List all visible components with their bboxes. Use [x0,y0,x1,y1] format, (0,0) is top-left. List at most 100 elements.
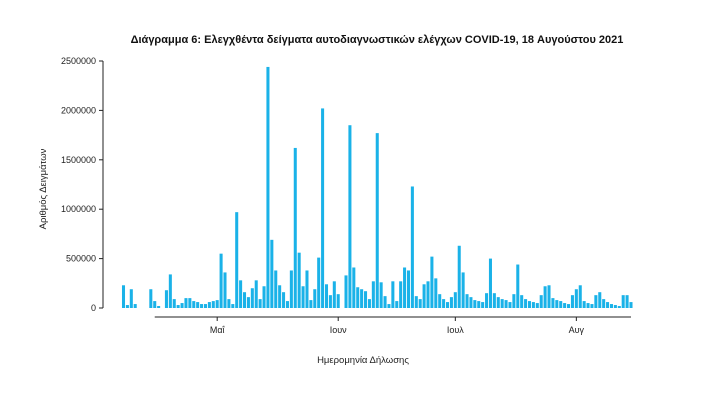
bar [418,299,422,308]
bar [531,302,535,308]
bar [602,299,606,308]
bar [598,292,602,308]
bar [317,257,321,308]
bar [406,270,410,308]
bar [324,284,329,308]
bar [613,305,617,308]
bar [516,264,520,308]
bar [348,125,352,308]
bar [266,66,270,309]
y-axis-title: Αριθμός Δειγμάτων [38,148,49,229]
bar [594,295,598,308]
bar [371,281,375,308]
bar [129,289,133,308]
bar [485,293,489,308]
bar [438,294,442,308]
bar [243,292,247,308]
bar [227,299,231,308]
bar [492,293,496,308]
bar [524,299,528,308]
bar [309,300,313,308]
y-tick-label: 2000000 [61,105,96,115]
bar [453,292,457,308]
bar [293,147,297,308]
bar [164,290,168,308]
bar [184,298,188,308]
bar [446,302,450,308]
bar [383,296,387,308]
bar [254,280,258,308]
bar [527,301,532,308]
bar [555,300,559,308]
bar [274,270,278,308]
bar [395,301,399,308]
bar [414,296,418,308]
bar [504,300,508,308]
bar [512,294,516,308]
bar [211,301,215,308]
bar [215,300,219,308]
bar [188,298,192,308]
x-tick-label: Ιουλ [447,325,464,335]
bar [539,295,543,308]
bar [609,304,613,308]
bar [625,295,629,308]
bar [192,301,196,308]
bar [328,295,332,308]
bar [203,304,207,308]
bar [125,305,129,308]
bar [551,298,555,308]
bar [262,286,266,308]
x-axis: Μαΐ Ιουν Ιουλ Αυγ [154,316,631,335]
y-tick-label: 2500000 [61,56,96,66]
bar [606,302,610,308]
bar [157,306,161,308]
bar [246,297,250,308]
bar [496,297,500,308]
bar [301,286,305,308]
bar [387,304,391,308]
bar [559,301,563,308]
bar [422,284,426,308]
bar [543,286,547,308]
bar [219,253,223,308]
bar [332,281,336,308]
bar [578,285,582,308]
bar [176,305,180,308]
bar [582,301,586,308]
bar [477,301,481,308]
bar [375,133,379,308]
x-tick-label: Ιουν [330,325,347,335]
bar [278,285,282,308]
bar [289,270,293,308]
y-axis: 0 500000 1000000 1500000 2000000 2500000 [61,56,104,313]
bar [285,301,289,308]
bar [313,289,317,308]
bar [410,186,414,308]
bar [321,108,325,308]
bar [442,299,446,308]
bar [379,282,383,308]
bar [367,299,371,308]
bar [535,303,539,308]
bar [336,294,340,308]
bar [344,275,348,308]
bar [469,297,473,308]
bar [200,304,204,308]
bar [430,256,434,308]
bar [391,281,395,308]
bar [508,302,512,308]
bar [426,281,430,308]
bar [399,281,403,308]
bar [153,301,157,308]
y-tick-label: 1500000 [61,155,96,165]
bar [258,299,262,308]
bar [567,304,571,308]
bar [239,280,243,308]
bar [403,267,407,308]
bar [207,302,211,308]
bar [196,302,200,308]
bar [461,272,465,308]
bar [481,302,485,308]
